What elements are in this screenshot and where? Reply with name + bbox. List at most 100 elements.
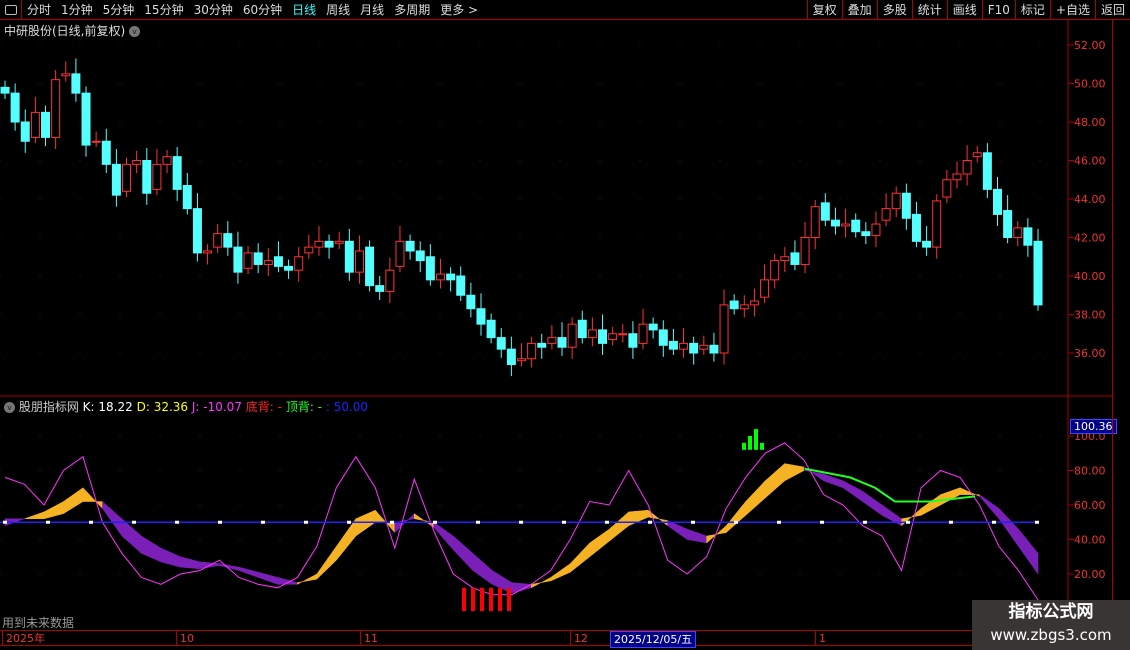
indicator-header: v 股朋指标网 K: 18.22 D: 32.36 J: -10.07 底背: … bbox=[4, 398, 368, 415]
grid-dot bbox=[479, 159, 481, 162]
grid-dot bbox=[119, 435, 121, 437]
grid-dot bbox=[839, 275, 841, 277]
watermark-logo: 指标公式网 www.zbgs3.com bbox=[972, 600, 1130, 650]
right-sidebar[interactable] bbox=[1112, 20, 1130, 650]
grid-dot bbox=[399, 198, 401, 200]
grid-dot bbox=[879, 352, 881, 354]
period-tab[interactable]: 多周期 bbox=[394, 3, 431, 17]
grid-dot bbox=[519, 435, 521, 437]
period-tab[interactable]: 周线 bbox=[326, 3, 351, 17]
bottom-signal-bar bbox=[498, 587, 502, 612]
grid-dot bbox=[719, 275, 721, 277]
level-marker bbox=[347, 520, 351, 524]
grid-dot bbox=[359, 198, 361, 200]
toolbar-button[interactable]: 标记 bbox=[1014, 0, 1050, 20]
toolbar-button[interactable]: 复权 bbox=[806, 0, 842, 20]
grid-dot bbox=[319, 469, 321, 472]
candle-down bbox=[20, 121, 30, 142]
candle-down bbox=[142, 160, 152, 194]
period-tab[interactable]: 月线 bbox=[360, 3, 385, 17]
bottom-signal-bar bbox=[507, 587, 511, 612]
candle-up bbox=[385, 269, 395, 292]
grid-dot bbox=[279, 82, 281, 85]
candle-up bbox=[739, 304, 749, 310]
kd-band bbox=[511, 582, 532, 594]
level-marker bbox=[390, 520, 394, 524]
candle-down bbox=[729, 300, 739, 310]
kd-band bbox=[180, 556, 201, 570]
grid-dot bbox=[679, 44, 681, 46]
grid-dot bbox=[479, 504, 481, 506]
toolbar-button[interactable]: 多股 bbox=[876, 0, 912, 20]
grid-dot bbox=[79, 469, 81, 472]
grid-dot bbox=[999, 504, 1001, 506]
j-value: J: -10.07 bbox=[191, 400, 242, 414]
grid-dot bbox=[639, 121, 641, 123]
kd-band bbox=[43, 501, 64, 520]
kd-band bbox=[141, 535, 162, 563]
toolbar-button[interactable]: 返回 bbox=[1094, 0, 1130, 20]
top-divergence: 顶背: - bbox=[285, 400, 323, 414]
grid-dot bbox=[759, 573, 761, 575]
candle-down bbox=[253, 252, 263, 265]
grid-dot bbox=[439, 44, 441, 46]
toolbar-button[interactable]: +自选 bbox=[1049, 0, 1095, 20]
kd-band bbox=[725, 500, 746, 534]
candle-down bbox=[101, 140, 111, 165]
period-tab[interactable]: 1分钟 bbox=[61, 3, 93, 17]
grid-dot bbox=[39, 352, 41, 354]
period-tab[interactable]: 30分钟 bbox=[193, 3, 233, 17]
grid-dot bbox=[599, 44, 601, 46]
grid-dot bbox=[919, 82, 921, 85]
toolbar-button[interactable]: 统计 bbox=[911, 0, 947, 20]
candle-up bbox=[294, 256, 304, 271]
grid-dot bbox=[0, 159, 1, 162]
grid-dot bbox=[559, 159, 561, 162]
grid-dot bbox=[359, 121, 361, 123]
grid-dot bbox=[799, 198, 801, 200]
candle-down bbox=[689, 342, 699, 354]
grid-dot bbox=[919, 435, 921, 437]
candle-down bbox=[668, 340, 678, 350]
grid-dot bbox=[759, 504, 761, 506]
chevron-down-icon[interactable]: v bbox=[4, 402, 15, 413]
grid-dot bbox=[519, 275, 521, 277]
grid-dot bbox=[719, 82, 721, 85]
period-tab[interactable]: 更多 > bbox=[440, 3, 479, 17]
grid-dot bbox=[239, 435, 241, 437]
candle-down bbox=[223, 233, 233, 248]
chevron-down-icon[interactable]: v bbox=[129, 26, 141, 37]
candle-up bbox=[152, 163, 162, 190]
period-tab[interactable]: 日线 bbox=[292, 3, 317, 17]
grid-dot bbox=[199, 198, 201, 200]
grid-dot bbox=[319, 82, 321, 85]
period-tab[interactable]: 60分钟 bbox=[242, 3, 283, 17]
grid-dot bbox=[279, 352, 281, 354]
grid-dot bbox=[599, 159, 601, 162]
period-tab[interactable]: 15分钟 bbox=[144, 3, 184, 17]
grid-dot bbox=[1039, 82, 1041, 85]
chart-area[interactable]: 52.00 50.00 48.00 46.00 44.00 42.00 40.00 38.00… bbox=[0, 0, 1112, 630]
grid-dot bbox=[199, 275, 201, 277]
grid-dot bbox=[959, 159, 961, 162]
toolbar-button[interactable]: F10 bbox=[981, 0, 1015, 20]
grid-dot bbox=[639, 44, 641, 46]
level-marker bbox=[992, 520, 996, 524]
sidebar-toggle-button[interactable] bbox=[0, 0, 22, 20]
toolbar-button[interactable]: 画线 bbox=[946, 0, 982, 20]
period-tab[interactable]: 分时 bbox=[27, 3, 52, 17]
kd-band bbox=[901, 507, 922, 527]
toolbar-button[interactable]: 叠加 bbox=[841, 0, 877, 20]
grid-dot bbox=[639, 313, 641, 316]
period-tab[interactable]: 5分钟 bbox=[102, 3, 135, 17]
grid-dot bbox=[879, 159, 881, 162]
grid-dot bbox=[159, 236, 161, 239]
candle-down bbox=[324, 240, 334, 248]
grid-dot bbox=[519, 313, 521, 316]
grid-dot bbox=[799, 504, 801, 506]
grid-dot bbox=[159, 198, 161, 200]
grid-dot bbox=[679, 159, 681, 162]
candle-up bbox=[517, 358, 526, 362]
candle-up bbox=[972, 152, 982, 158]
level-marker bbox=[691, 520, 695, 524]
